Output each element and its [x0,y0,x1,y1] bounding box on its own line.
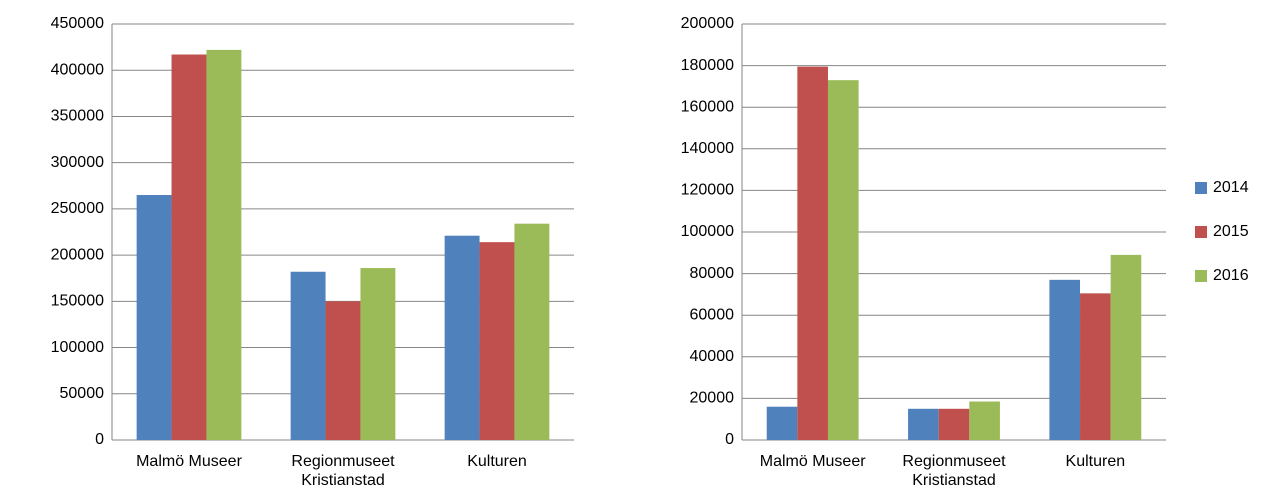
y-tick-label: 160000 [681,98,734,115]
y-tick-label: 100000 [681,223,734,240]
y-tick-label: 80000 [690,265,735,282]
y-tick-label: 100000 [51,339,104,356]
legend-label: 2014 [1213,179,1249,196]
y-tick-label: 200000 [681,15,734,32]
bar [938,408,970,440]
y-tick-label: 250000 [51,200,104,217]
bar [514,223,550,440]
y-tick-label: 20000 [690,390,735,407]
y-tick-label: 60000 [690,306,735,323]
y-tick-label: 40000 [690,348,735,365]
bar [360,268,396,440]
bar [290,271,326,440]
y-tick-label: 300000 [51,154,104,171]
x-tick-label: Malmö Museer [759,453,866,470]
bar [325,301,361,440]
bar [444,235,480,440]
legend-swatch [1195,270,1207,282]
x-tick-label: Kulturen [467,453,527,470]
bar [908,408,939,440]
y-tick-label: 400000 [51,61,104,78]
x-tick-label: Malmö Museer [136,453,242,470]
bar [797,66,828,440]
y-tick-label: 200000 [51,246,104,263]
y-tick-label: 150000 [51,293,104,310]
y-tick-label: 0 [725,431,734,448]
bar [1080,293,1111,440]
bar [136,195,172,440]
x-tick-label: Kulturen [1065,453,1126,470]
bar [206,49,242,440]
legend-swatch [1195,182,1207,194]
bar [969,401,1000,440]
y-tick-label: 350000 [51,108,104,125]
bar [1049,279,1081,440]
x-tick-label: Regionmuseet Kristianstad [902,453,1006,489]
bar [1110,254,1142,440]
bar [479,242,515,440]
y-tick-label: 0 [95,431,104,448]
bar [827,80,859,440]
bar [171,54,207,441]
legend-label: 2015 [1213,223,1249,240]
legend-swatch [1195,226,1207,238]
y-tick-label: 120000 [681,182,734,199]
legend-label: 2016 [1213,267,1249,284]
y-tick-label: 180000 [681,57,734,74]
y-tick-label: 140000 [681,140,734,157]
y-tick-label: 450000 [51,15,104,32]
y-tick-label: 50000 [60,385,105,402]
x-tick-label: Regionmuseet Kristianstad [291,453,395,489]
bar [766,406,798,440]
